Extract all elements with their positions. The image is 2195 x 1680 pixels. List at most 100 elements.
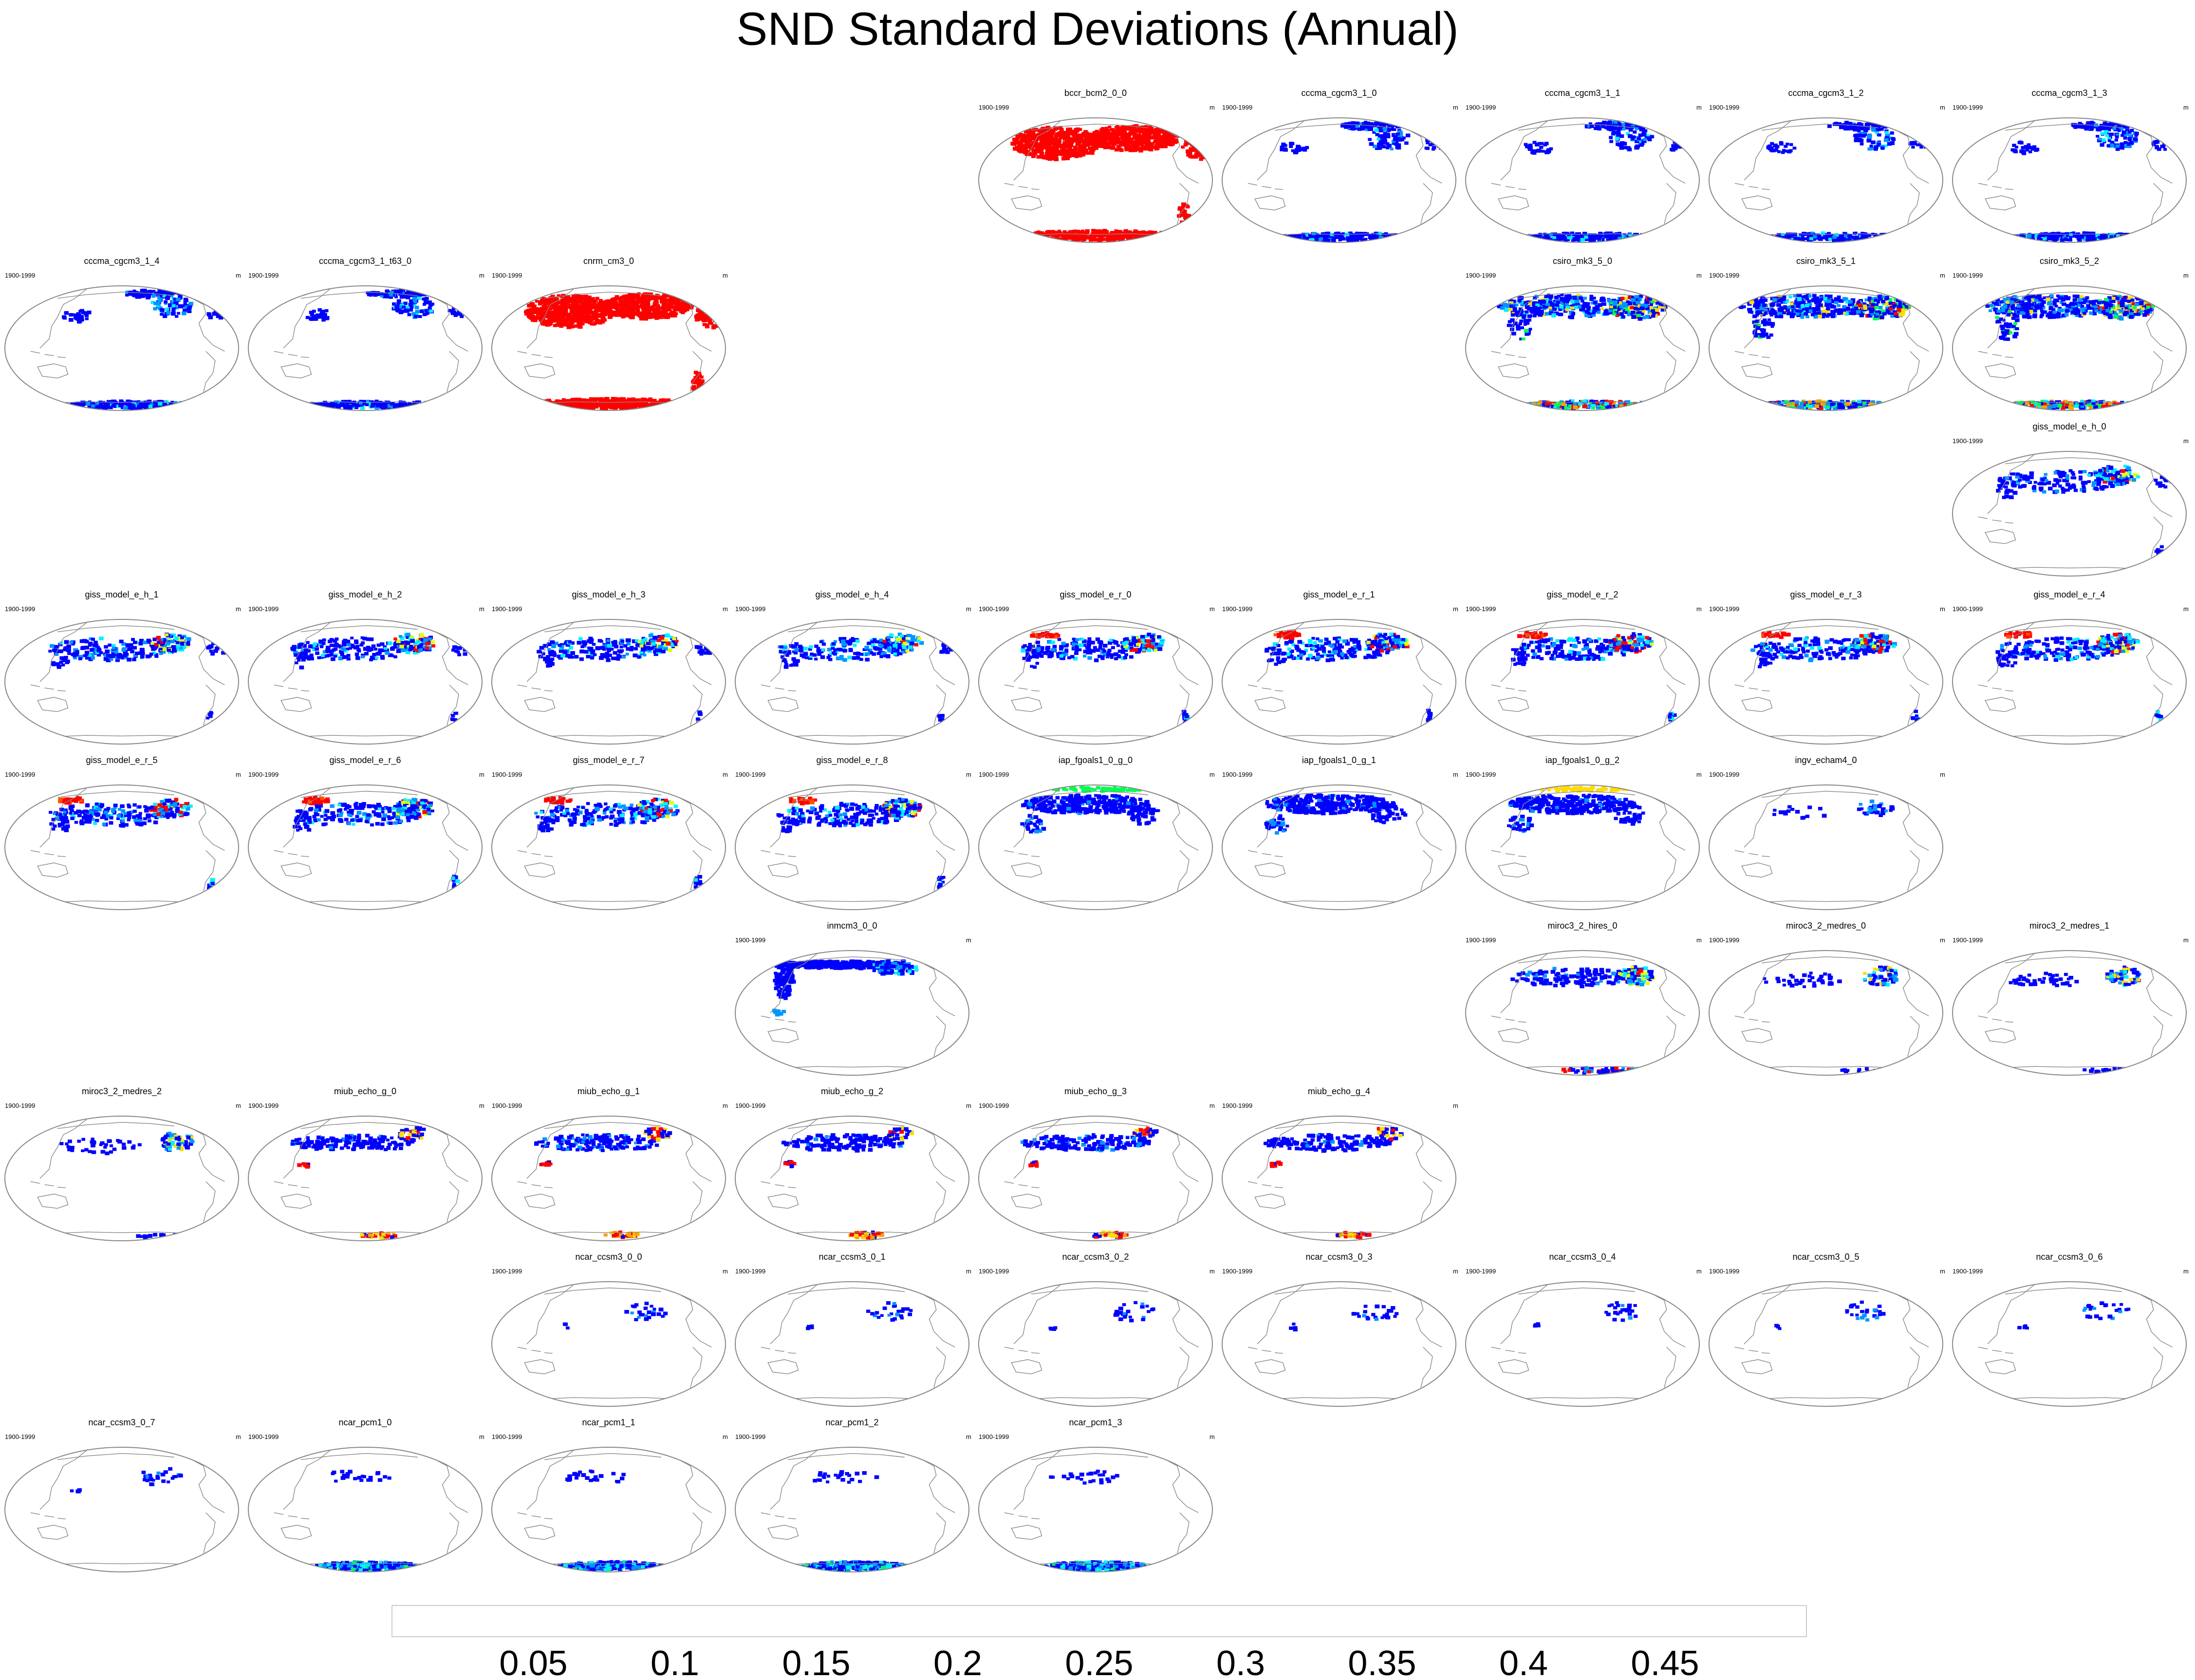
- panel-units: m: [2183, 1268, 2189, 1275]
- map-panel-iap_fgoals1_0_g_1: iap_fgoals1_0_g_1 1900-1999 m: [1222, 755, 1458, 910]
- panel-units: m: [966, 771, 971, 778]
- globe-outline: [491, 285, 726, 411]
- panel-title: ncar_pcm1_2: [825, 1418, 878, 1428]
- panel-period: 1900-1999: [248, 272, 279, 279]
- globe-outline: [1952, 619, 2187, 745]
- panel-period: 1900-1999: [492, 771, 522, 778]
- map-panel-cccma_cgcm3_1_3: cccma_cgcm3_1_3 1900-1999 m: [1952, 88, 2189, 243]
- panel-units: m: [1453, 104, 1458, 111]
- map-panel-ncar_ccsm3_0_7: ncar_ccsm3_0_7 1900-1999 m: [4, 1418, 241, 1572]
- panel-title: cccma_cgcm3_1_2: [1788, 88, 1863, 98]
- map-panel-giss_model_e_r_1: giss_model_e_r_1 1900-1999 m: [1222, 590, 1458, 745]
- panel-title: ncar_ccsm3_0_1: [818, 1252, 885, 1262]
- panel-title: miub_echo_g_4: [1308, 1086, 1370, 1097]
- globe-outline: [978, 1447, 1213, 1572]
- map-panel-miroc3_2_medres_0: miroc3_2_medres_0 1900-1999 m: [1709, 921, 1945, 1076]
- snow-variability-cells: [1996, 465, 2175, 556]
- snow-variability-cells: [70, 1467, 183, 1493]
- snow-variability-cells: [801, 1470, 908, 1572]
- map-panel-ncar_ccsm3_0_2: ncar_ccsm3_0_2 1900-1999 m: [978, 1252, 1215, 1407]
- panel-units: m: [479, 272, 484, 279]
- panel-period: 1900-1999: [979, 104, 1009, 111]
- coastlines: [1247, 622, 1451, 737]
- panel-units: m: [2183, 104, 2189, 111]
- panel-period: 1900-1999: [1222, 1268, 1252, 1275]
- panel-title: cccma_cgcm3_1_4: [84, 256, 159, 266]
- panel-units: m: [2183, 272, 2189, 279]
- coastlines: [517, 1119, 720, 1234]
- snow-variability-cells: [290, 1126, 426, 1240]
- map-panel-giss_model_e_r_2: giss_model_e_r_2 1900-1999 m: [1465, 590, 1702, 745]
- globe-outline: [1465, 950, 1700, 1076]
- panel-title: ncar_pcm1_1: [582, 1418, 635, 1428]
- panel-period: 1900-1999: [1953, 1268, 1983, 1275]
- panel-units: m: [1940, 272, 1945, 279]
- panel-units: m: [1453, 1268, 1458, 1275]
- panel-title: cccma_cgcm3_1_t63_0: [319, 256, 411, 266]
- globe-outline: [735, 1447, 969, 1572]
- snow-variability-cells: [62, 288, 229, 411]
- panel-units: m: [723, 1102, 728, 1109]
- globe-outline: [1465, 784, 1700, 910]
- coastlines: [274, 1450, 477, 1565]
- panel-period: 1900-1999: [1222, 1102, 1252, 1109]
- snow-variability-cells: [537, 633, 712, 725]
- coastlines: [1734, 953, 1937, 1068]
- map-panel-ncar_ccsm3_0_4: ncar_ccsm3_0_4 1900-1999 m: [1465, 1252, 1702, 1407]
- panel-title: miroc3_2_hires_0: [1547, 921, 1617, 931]
- snow-variability-cells: [524, 292, 725, 411]
- panel-title: giss_model_e_r_5: [86, 755, 157, 765]
- panel-title: ncar_ccsm3_0_0: [575, 1252, 642, 1262]
- map-panel-ncar_ccsm3_0_1: ncar_ccsm3_0_1 1900-1999 m: [735, 1252, 971, 1407]
- panel-period: 1900-1999: [492, 272, 522, 279]
- globe-outline: [491, 619, 726, 745]
- snow-variability-cells: [771, 959, 919, 1017]
- map-panel-giss_model_e_r_3: giss_model_e_r_3 1900-1999 m: [1709, 590, 1945, 745]
- snow-variability-cells: [1265, 630, 1433, 724]
- panel-title: giss_model_e_h_3: [572, 590, 645, 600]
- map-panel-ncar_pcm1_0: ncar_pcm1_0 1900-1999 m: [248, 1418, 484, 1572]
- globe-outline: [1222, 1281, 1456, 1407]
- figure-title: SND Standard Deviations (Annual): [736, 3, 1459, 55]
- map-panel-ncar_ccsm3_0_3: ncar_ccsm3_0_3 1900-1999 m: [1222, 1252, 1458, 1407]
- colorbar-tick-label: 0.25: [1065, 1644, 1133, 1680]
- globe-outline: [1222, 619, 1456, 745]
- panel-title: ncar_ccsm3_0_5: [1792, 1252, 1859, 1262]
- panel-units: m: [966, 605, 971, 613]
- globe-outline: [735, 950, 969, 1076]
- colorbar-tick-label: 0.15: [782, 1644, 850, 1680]
- map-panel-miroc3_2_medres_1: miroc3_2_medres_1 1900-1999 m: [1952, 921, 2189, 1076]
- panel-units: m: [236, 272, 241, 279]
- snow-variability-cells: [781, 1126, 914, 1240]
- map-panel-giss_model_e_h_1: giss_model_e_h_1 1900-1999 m: [4, 590, 241, 745]
- panel-units: m: [1696, 605, 1702, 613]
- panel-title: giss_model_e_h_4: [815, 590, 889, 600]
- panel-period: 1900-1999: [1466, 771, 1496, 778]
- panel-period: 1900-1999: [979, 1268, 1009, 1275]
- globe-outline: [1465, 285, 1700, 411]
- panel-period: 1900-1999: [735, 1102, 765, 1109]
- snow-variability-cells: [1021, 631, 1190, 726]
- panel-period: 1900-1999: [1466, 936, 1496, 944]
- colorbar-tick-label: 0.4: [1499, 1644, 1548, 1680]
- map-panel-miub_echo_g_2: miub_echo_g_2 1900-1999 m: [735, 1086, 971, 1241]
- coastlines: [1978, 1284, 2181, 1400]
- snow-variability-cells: [1774, 1300, 1886, 1330]
- panel-period: 1900-1999: [735, 1433, 765, 1440]
- panel-period: 1900-1999: [1709, 771, 1739, 778]
- panel-title: ncar_ccsm3_0_2: [1062, 1252, 1129, 1262]
- panel-units: m: [723, 605, 728, 613]
- panel-title: giss_model_e_h_1: [85, 590, 158, 600]
- globe-outline: [1709, 950, 1943, 1076]
- globe-outline: [1465, 619, 1700, 745]
- colorbar-tick-label: 0.2: [933, 1644, 982, 1680]
- snow-variability-cells: [1738, 293, 1911, 411]
- panel-period: 1900-1999: [1953, 104, 1983, 111]
- map-panel-csiro_mk3_5_1: csiro_mk3_5_1 1900-1999 m: [1709, 256, 1945, 411]
- panel-units: m: [1209, 1433, 1215, 1440]
- panel-units: m: [966, 1268, 971, 1275]
- map-panel-inmcm3_0_0: inmcm3_0_0 1900-1999 m: [735, 921, 971, 1076]
- panel-title: cnrm_cm3_0: [583, 256, 634, 266]
- globe-outline: [978, 619, 1213, 745]
